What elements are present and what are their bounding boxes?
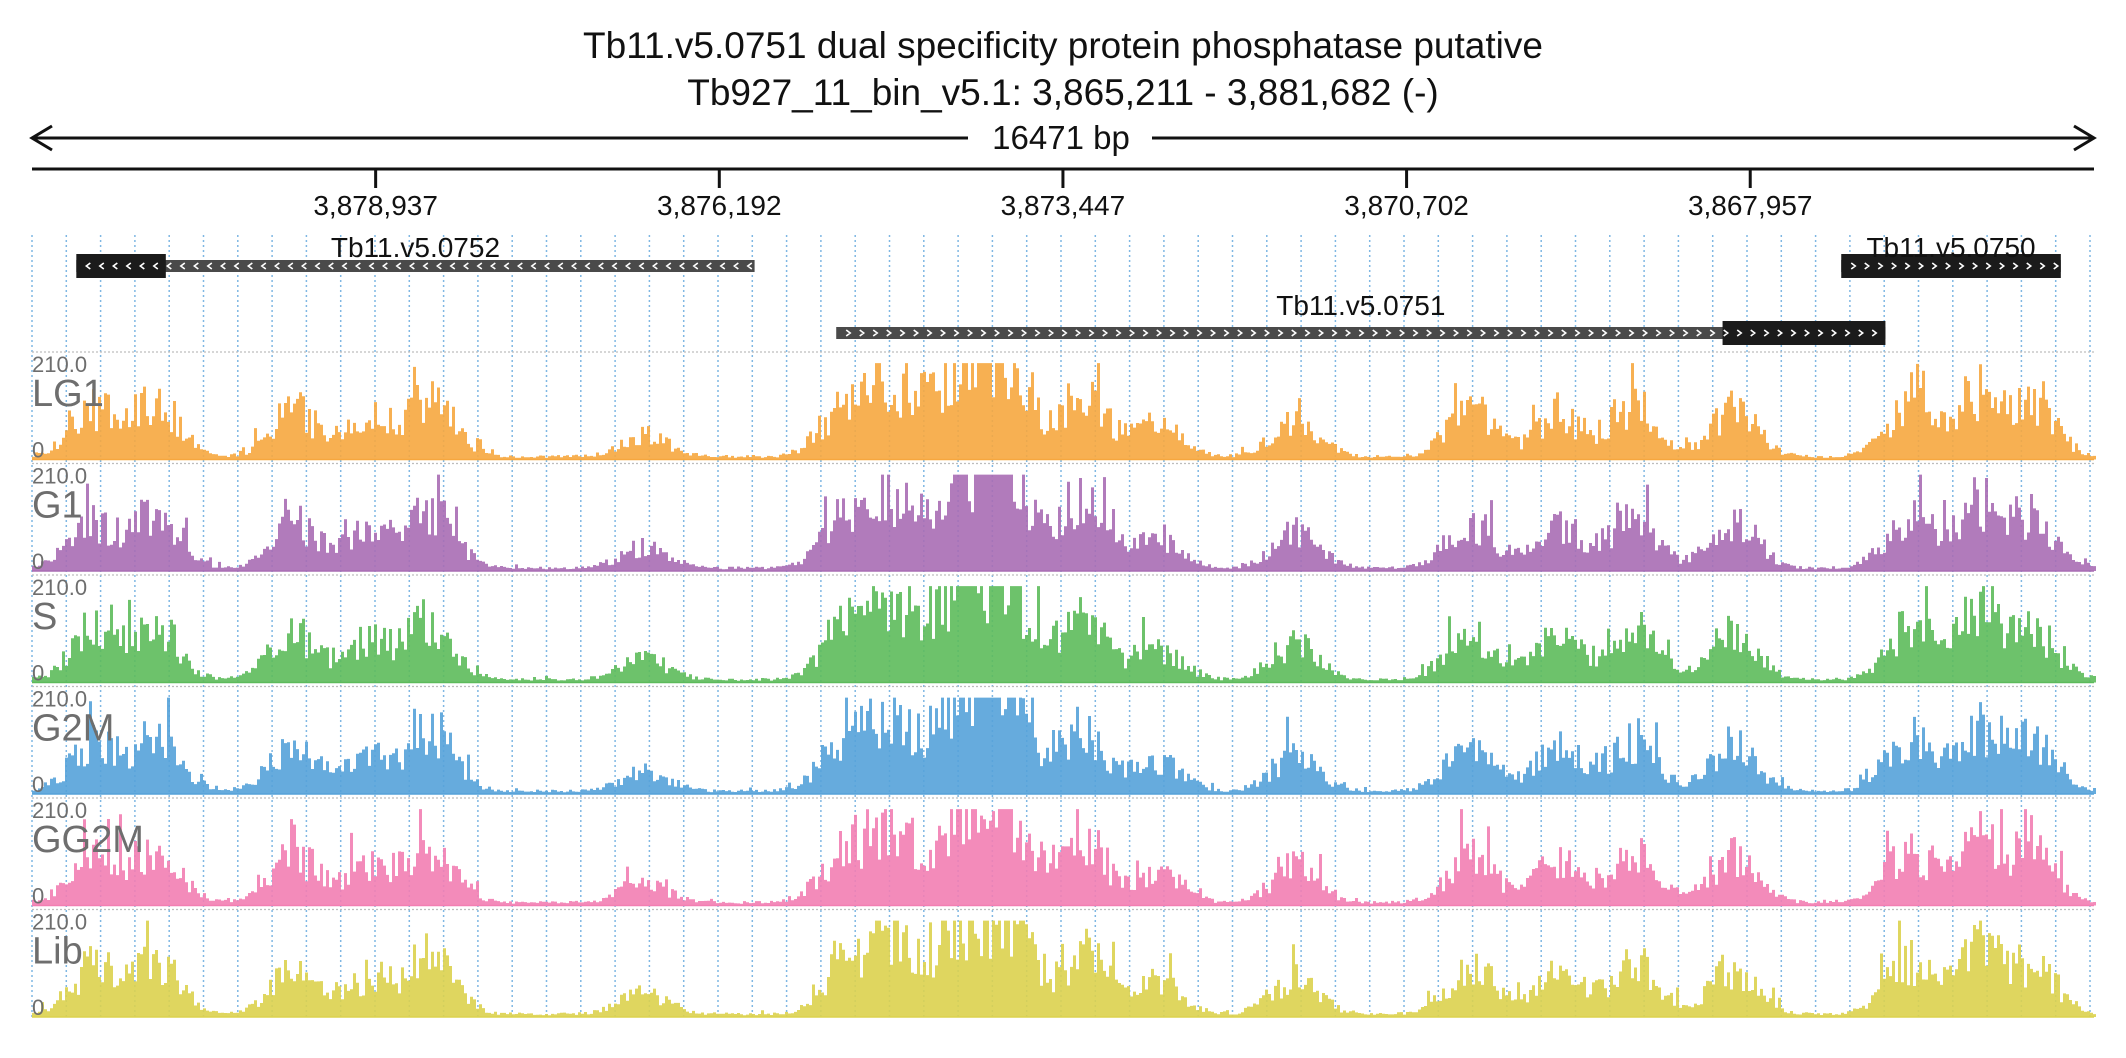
track-lg1: 210.0 0 LG1 (32, 351, 2096, 463)
coverage-tracks: 210.00LG1210.00G1210.00S210.00G2M210.00G… (32, 351, 2096, 1020)
track-g1: 210.0 0 G1 (32, 462, 2096, 574)
chevron-right-icon (1850, 262, 2060, 270)
track-min-label: 0 (32, 995, 44, 1020)
track-max-label: 210.0 (32, 910, 87, 935)
gene-label: Tb11.v5.0752 (331, 232, 500, 263)
ruler-ticks: 3,878,937 3,876,192 3,873,447 3,870,702 3,86… (313, 169, 1813, 221)
coverage-bars (32, 920, 2096, 1017)
coordinate-ruler: 3,878,937 3,876,192 3,873,447 3,870,702 3,86… (32, 167, 2094, 221)
track-name: G2M (32, 708, 114, 750)
gene-label: Tb11.v5.0751 (1276, 290, 1445, 321)
gene-Tb11.v5.0750: Tb11.v5.0750 (1841, 232, 2061, 278)
track-s: 210.0 0 S (32, 574, 2096, 686)
track-max-label: 210.0 (32, 798, 87, 823)
gene-cds (1722, 321, 1886, 345)
track-max-label: 210.0 (32, 575, 87, 600)
track-name: LG1 (32, 373, 104, 415)
gene-Tb11.v5.0751: Tb11.v5.0751 (836, 290, 1886, 345)
track-lib: 210.0 0 Lib (32, 908, 2096, 1020)
gene-utr (836, 327, 1886, 339)
chevron-left-icon (84, 262, 753, 270)
ruler-tick-label: 3,870,702 (1344, 190, 1469, 221)
chevron-right-icon (845, 329, 1878, 337)
coverage-bars (32, 363, 2096, 460)
gene-track: Tb11.v5.0752 Tb11.v5.0751 Tb11.v5.0750 (76, 232, 2061, 345)
gene-label: Tb11.v5.0750 (1866, 232, 2035, 263)
coverage-bars (32, 474, 2096, 571)
track-name: GG2M (32, 819, 144, 861)
coverage-bars (32, 586, 2096, 683)
gene-utr (76, 260, 755, 272)
ruler-tick-label: 3,867,957 (1688, 190, 1813, 221)
track-g2m: 210.0 0 G2M (32, 685, 2096, 797)
track-min-label: 0 (32, 772, 44, 797)
gene-cds (76, 254, 166, 278)
region-coordinates: Tb927_11_bin_v5.1: 3,865,211 - 3,881,682… (687, 72, 1439, 113)
span-indicator: 16471 bp (29, 119, 2097, 156)
ruler-tick-label: 3,873,447 (1001, 190, 1126, 221)
track-min-label: 0 (32, 661, 44, 686)
arrow-right-icon (2073, 124, 2097, 152)
track-gg2m: 210.0 0 GG2M (32, 797, 2096, 909)
track-max-label: 210.0 (32, 352, 87, 377)
track-max-label: 210.0 (32, 687, 87, 712)
track-name: S (32, 596, 57, 638)
track-name: G1 (32, 485, 83, 527)
gene-Tb11.v5.0752: Tb11.v5.0752 (76, 232, 755, 278)
arrow-left-icon (29, 124, 53, 152)
track-min-label: 0 (32, 438, 44, 463)
ruler-tick-label: 3,876,192 (657, 190, 782, 221)
coverage-bars (32, 809, 2096, 906)
coverage-bars (32, 697, 2096, 794)
span-label: 16471 bp (992, 119, 1130, 156)
track-max-label: 210.0 (32, 464, 87, 489)
gene-title: Tb11.v5.0751 dual specificity protein ph… (583, 25, 1543, 66)
track-min-label: 0 (32, 884, 44, 909)
track-name: Lib (32, 931, 83, 973)
track-min-label: 0 (32, 549, 44, 574)
ruler-tick-label: 3,878,937 (313, 190, 438, 221)
